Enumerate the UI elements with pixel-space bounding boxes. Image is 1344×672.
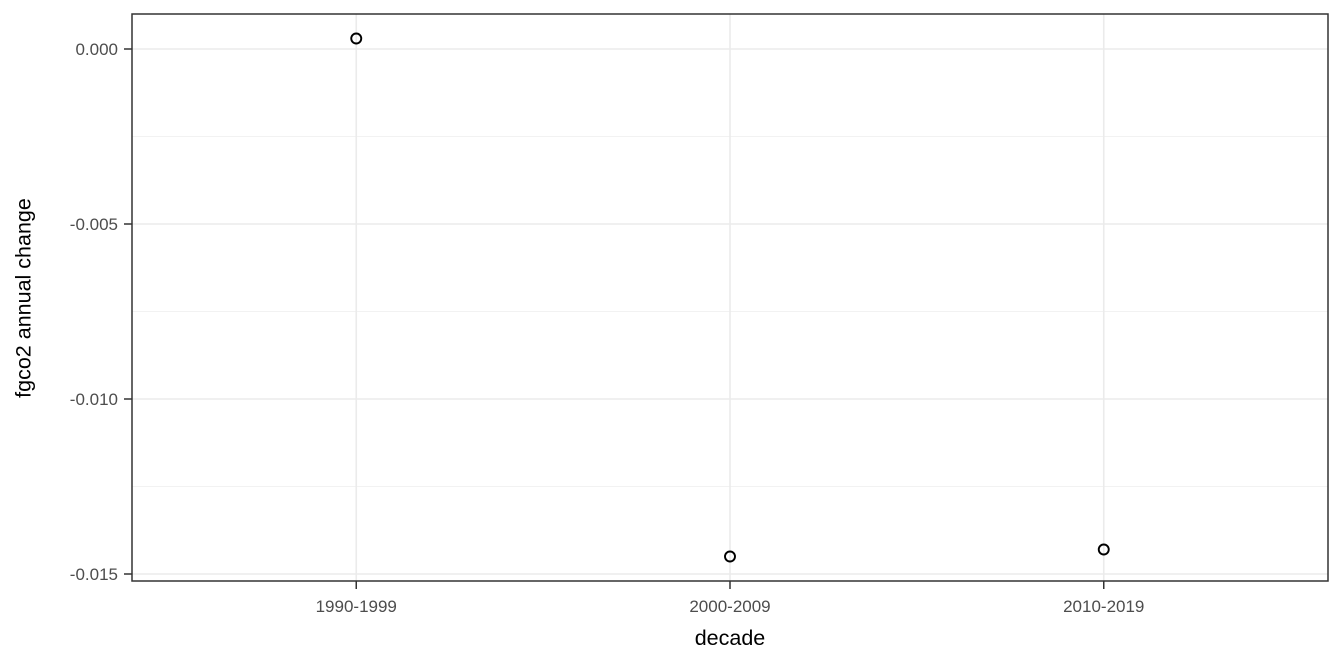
y-tick-label: -0.010 [70, 390, 118, 409]
y-tick-label: -0.005 [70, 215, 118, 234]
data-point [724, 550, 736, 563]
y-tick-label: -0.015 [70, 565, 118, 584]
data-point [350, 32, 363, 45]
data-point [1097, 543, 1110, 556]
y-tick-label: 0.000 [75, 40, 118, 59]
y-axis-title: fgco2 annual change [11, 198, 36, 398]
x-tick-label: 2010-2019 [1063, 597, 1144, 616]
x-axis-title: decade [694, 626, 766, 650]
x-tick-label: 1990-1999 [316, 597, 397, 616]
x-tick-label: 2000-2009 [689, 597, 770, 616]
